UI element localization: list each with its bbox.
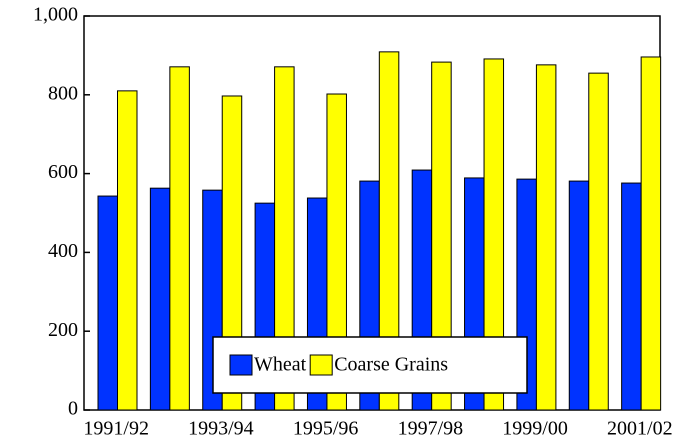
y-tick-label: 200 xyxy=(48,319,78,341)
bar xyxy=(117,90,138,411)
legend: Wheat Coarse Grains xyxy=(212,336,528,394)
x-tick-label: 1991/92 xyxy=(83,418,149,440)
x-tick-label: 1993/94 xyxy=(188,418,254,440)
x-tick-label: 1995/96 xyxy=(293,418,359,440)
bar xyxy=(568,180,590,411)
bar xyxy=(274,66,295,411)
legend-box xyxy=(212,336,528,394)
legend-label: Wheat xyxy=(254,354,307,376)
bar xyxy=(378,51,400,411)
legend-swatch xyxy=(309,354,333,376)
y-tick-label: 800 xyxy=(48,82,78,104)
x-tick-label: 1999/00 xyxy=(502,418,568,440)
bar xyxy=(97,195,118,411)
bar xyxy=(149,187,171,411)
legend-swatch xyxy=(229,354,253,376)
legend-label: Coarse Grains xyxy=(334,354,448,376)
bar xyxy=(169,66,190,411)
y-tick-label: 1,000 xyxy=(33,4,78,26)
bar xyxy=(640,56,662,411)
bar xyxy=(221,95,243,411)
bar xyxy=(535,64,557,411)
bar xyxy=(326,93,347,411)
bar xyxy=(588,72,609,411)
bar xyxy=(483,58,505,411)
y-tick-label: 400 xyxy=(48,240,78,262)
y-tick-label: 0 xyxy=(68,398,78,420)
x-tick-label: 2001/02 xyxy=(607,418,673,440)
y-tick-label: 600 xyxy=(48,161,78,183)
bar xyxy=(431,61,452,411)
bar xyxy=(621,182,642,411)
x-tick-label: 1997/98 xyxy=(398,418,464,440)
